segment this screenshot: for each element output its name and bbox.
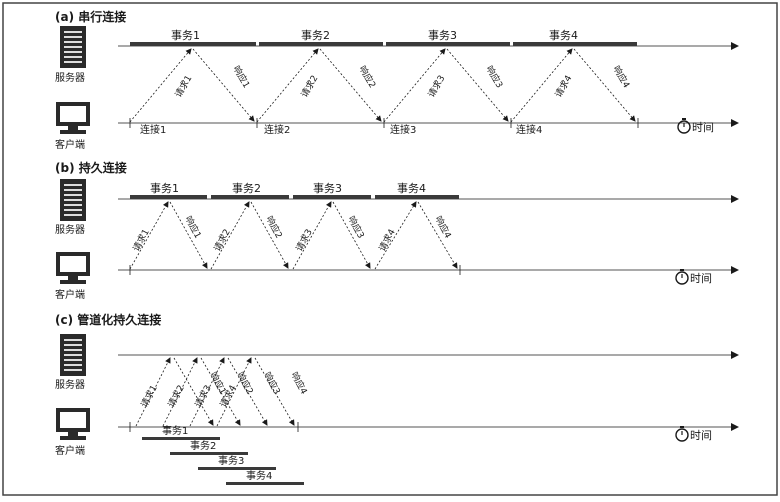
response-arrow (227, 357, 268, 426)
request-arrow (292, 201, 332, 270)
response-label: 响应2 (234, 370, 256, 397)
server-icon (60, 334, 86, 376)
section-b: (b) 持久连接 服务器 事务1 事务2 事务3 事务4 客户端 (55, 160, 739, 301)
transaction-bar (259, 42, 383, 46)
response-arrow (200, 357, 241, 426)
request-label: 请求2 (211, 227, 233, 254)
response-label: 响应2 (356, 64, 378, 91)
transaction-bar (130, 42, 256, 46)
request-arrow (189, 357, 225, 427)
response-label: 响应4 (610, 64, 632, 91)
transaction-label: 事务2 (232, 182, 261, 195)
transaction-label: 事务1 (162, 424, 188, 437)
transaction-bar (375, 195, 459, 199)
response-arrow (169, 201, 208, 269)
transaction-label: 事务4 (549, 29, 578, 42)
transaction-bar (170, 452, 248, 455)
response-label: 响应4 (288, 370, 310, 397)
request-label: 请求1 (130, 227, 152, 254)
response-label: 响应4 (432, 214, 454, 241)
response-arrow (250, 201, 289, 269)
response-label: 响应2 (263, 214, 285, 241)
client-label: 客户端 (55, 444, 85, 457)
stopwatch-icon (677, 118, 691, 134)
response-arrow (254, 357, 295, 426)
connection-label: 连接2 (264, 123, 290, 136)
client-icon (56, 252, 90, 284)
response-arrow (173, 357, 214, 426)
request-arrow (210, 201, 250, 270)
request-label: 请求3 (192, 383, 214, 410)
request-arrow (129, 201, 169, 270)
request-arrow (162, 357, 198, 427)
client-label: 客户端 (55, 288, 85, 301)
connection-label: 连接4 (516, 123, 542, 136)
transaction-label: 事务4 (397, 182, 426, 195)
request-arrow (135, 357, 171, 427)
request-label: 请求1 (172, 73, 194, 100)
response-arrow (332, 201, 371, 269)
server-icon (60, 26, 86, 68)
response-arrow (417, 201, 458, 269)
request-label: 请求2 (165, 383, 187, 410)
client-icon (56, 102, 90, 134)
connection-label: 连接1 (140, 123, 166, 136)
client-icon (56, 408, 90, 440)
request-arrow (216, 357, 252, 427)
outer-frame (2, 2, 778, 496)
stopwatch-icon (675, 426, 689, 442)
transaction-label: 事务3 (428, 29, 457, 42)
transaction-bar (198, 467, 276, 470)
response-label: 响应1 (230, 64, 252, 91)
section-a: (a) 串行连接 服务器 事务1 事务2 事务3 事务4 (55, 9, 739, 151)
client-label: 客户端 (55, 138, 85, 151)
transaction-bar (226, 482, 304, 485)
server-icon (60, 179, 86, 221)
transaction-bar (293, 195, 371, 199)
section-b-title: (b) 持久连接 (55, 160, 127, 175)
transaction-bar (386, 42, 510, 46)
time-label: 时间 (690, 429, 712, 442)
transaction-bar (142, 437, 220, 440)
transaction-label: 事务1 (171, 29, 200, 42)
response-label: 响应3 (345, 214, 367, 241)
request-label: 请求1 (138, 383, 160, 410)
transaction-label: 事务1 (150, 182, 179, 195)
section-a-title: (a) 串行连接 (55, 9, 126, 24)
transaction-bar (513, 42, 637, 46)
time-label: 时间 (692, 121, 714, 134)
request-label: 请求3 (293, 227, 315, 254)
transaction-bar (211, 195, 289, 199)
transaction-label: 事务3 (313, 182, 342, 195)
transaction-label: 事务4 (246, 469, 272, 482)
request-arrow (374, 201, 417, 270)
request-label: 请求2 (298, 73, 320, 100)
request-label: 请求4 (376, 227, 398, 254)
response-label: 响应3 (483, 64, 505, 91)
server-label: 服务器 (55, 223, 85, 236)
response-label: 响应3 (261, 370, 283, 397)
server-label: 服务器 (55, 71, 85, 84)
time-label: 时间 (690, 272, 712, 285)
transaction-label: 事务3 (218, 454, 244, 467)
section-c-title: (c) 管道化持久连接 (55, 312, 161, 327)
server-label: 服务器 (55, 378, 85, 391)
stopwatch-icon (675, 269, 689, 285)
request-label: 请求3 (425, 73, 447, 100)
connection-label: 连接3 (390, 123, 416, 136)
transaction-label: 事务2 (190, 439, 216, 452)
request-label: 请求4 (552, 73, 574, 100)
transaction-bar (130, 195, 207, 199)
response-label: 响应1 (182, 214, 204, 241)
section-c: (c) 管道化持久连接 服务器 客户端 (55, 312, 739, 485)
transaction-label: 事务2 (301, 29, 330, 42)
